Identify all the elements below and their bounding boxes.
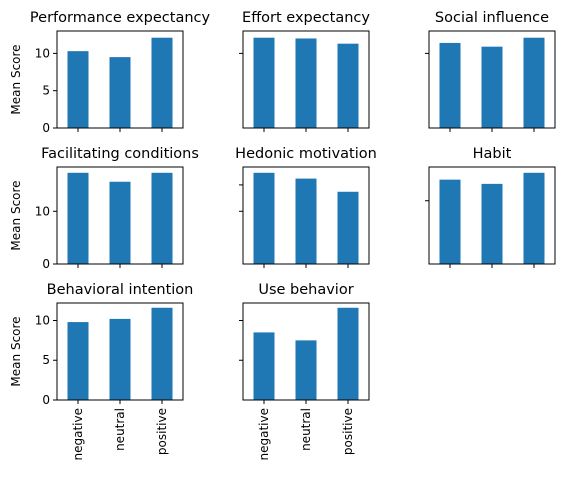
y-tick-label: 10 — [35, 46, 50, 60]
bar — [439, 179, 461, 264]
bar — [253, 332, 275, 400]
bar — [67, 51, 89, 129]
chart-title: Effort expectancy — [242, 10, 370, 26]
bar — [109, 181, 131, 264]
bar — [151, 307, 173, 400]
bar — [253, 37, 275, 128]
chart-title: Habit — [473, 146, 512, 162]
bar — [295, 38, 317, 128]
bar — [67, 172, 89, 264]
x-tick-label: neutral — [113, 408, 127, 451]
bar — [151, 37, 173, 128]
y-axis-label: Mean Score — [9, 180, 23, 250]
chart-title: Hedonic motivation — [235, 146, 377, 162]
x-tick-label: neutral — [299, 408, 313, 451]
y-tick-label: 10 — [35, 204, 50, 218]
bar — [481, 183, 503, 264]
y-tick-label: 10 — [35, 313, 50, 327]
y-tick-label: 0 — [42, 393, 50, 407]
chart-title: Use behavior — [258, 282, 353, 298]
bar — [523, 37, 545, 128]
y-tick-label: 5 — [42, 84, 50, 98]
chart-title: Social influence — [435, 10, 549, 26]
bar — [109, 57, 131, 128]
chart-title: Performance expectancy — [30, 10, 211, 26]
bar — [67, 322, 89, 400]
bar — [337, 191, 359, 264]
chart-title: Behavioral intention — [47, 282, 194, 298]
y-tick-label: 5 — [42, 353, 50, 367]
bar — [439, 42, 461, 128]
x-tick-label: negative — [71, 408, 85, 460]
bar — [337, 43, 359, 128]
y-tick-label: 0 — [42, 121, 50, 135]
bar — [151, 172, 173, 264]
y-axis-label: Mean Score — [9, 44, 23, 114]
bar — [109, 318, 131, 400]
y-tick-label: 0 — [42, 257, 50, 271]
chart-title: Facilitating conditions — [41, 146, 199, 162]
bar — [523, 172, 545, 264]
bar — [295, 178, 317, 264]
x-tick-label: positive — [155, 408, 169, 455]
bar — [481, 46, 503, 128]
x-tick-label: positive — [341, 408, 355, 455]
bar — [337, 307, 359, 400]
bar — [295, 340, 317, 400]
y-axis-label: Mean Score — [9, 316, 23, 386]
x-tick-label: negative — [257, 408, 271, 460]
bar — [253, 172, 275, 264]
